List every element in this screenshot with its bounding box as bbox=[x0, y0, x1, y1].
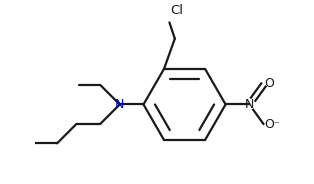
Text: O: O bbox=[264, 77, 274, 90]
Text: Cl: Cl bbox=[171, 4, 183, 17]
Text: N: N bbox=[245, 98, 254, 111]
Text: N: N bbox=[115, 98, 124, 111]
Text: ⁻: ⁻ bbox=[273, 120, 279, 130]
Text: O: O bbox=[264, 118, 274, 132]
